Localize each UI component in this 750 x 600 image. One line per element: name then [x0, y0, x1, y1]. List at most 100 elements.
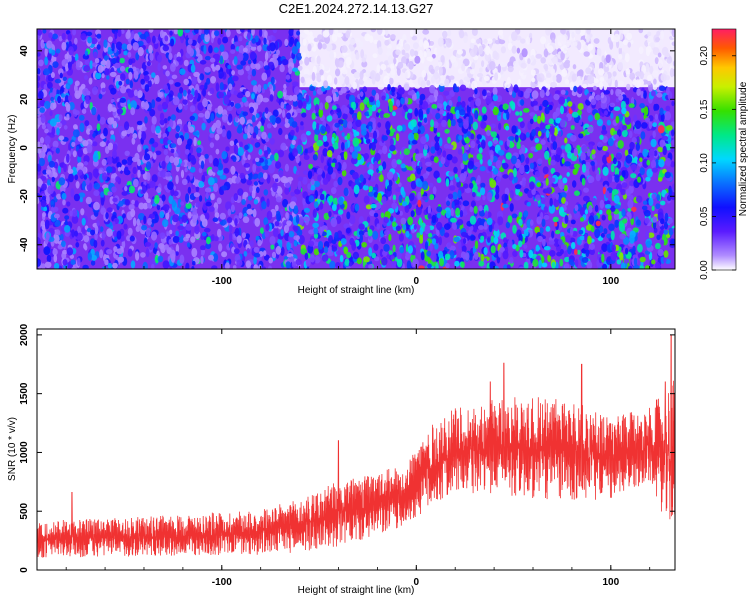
heatmap-cell: [646, 159, 651, 166]
heatmap-cell: [217, 228, 222, 238]
heatmap-cell: [205, 201, 212, 207]
heatmap-cell: [561, 197, 566, 204]
heatmap-cell: [469, 224, 474, 232]
heatmap-cell: [586, 260, 593, 269]
heatmap-cell: [117, 166, 122, 172]
heatmap-cell: [555, 107, 561, 116]
heatmap-cell: [87, 36, 92, 44]
heatmap-cell: [602, 145, 608, 152]
heatmap-cell: [507, 239, 513, 248]
heatmap-cell: [314, 180, 320, 188]
heatmap-cell: [470, 133, 475, 140]
heatmap-cell: [320, 153, 324, 164]
heatmap-cell: [233, 144, 239, 155]
heatmap-cell: [232, 156, 237, 162]
heatmap-cell: [159, 119, 165, 126]
heatmap-cell: [357, 111, 362, 121]
heatmap-cell: [488, 223, 493, 233]
heatmap-cell: [256, 97, 261, 106]
heatmap-cell: [290, 191, 296, 197]
heatmap-cell: [277, 90, 284, 99]
heatmap-cell: [640, 90, 644, 99]
heatmap-cell: [381, 196, 387, 205]
heatmap-cell: [625, 188, 632, 197]
heatmap-cell: [599, 209, 603, 215]
heatmap-cell: [282, 91, 287, 98]
heatmap-cell: [212, 253, 219, 262]
heatmap-cell: [311, 112, 316, 120]
heatmap-cell: [500, 46, 506, 54]
heatmap-cell: [399, 210, 403, 216]
heatmap-cell: [671, 29, 675, 38]
heatmap-cell: [619, 233, 626, 240]
heatmap-cell: [488, 165, 493, 172]
heatmap-cell: [230, 204, 235, 213]
heatmap-cell: [589, 243, 595, 250]
heatmap-cell: [543, 206, 549, 213]
heatmap-cell: [572, 230, 578, 237]
heatmap-cell: [314, 255, 321, 264]
heatmap-cell: [334, 232, 339, 239]
heatmap-cell: [359, 102, 365, 111]
heatmap-cell: [184, 148, 190, 155]
heatmap-cell: [204, 66, 211, 73]
heatmap-cell: [272, 36, 276, 41]
heatmap-cell: [384, 229, 390, 236]
heatmap-cell: [457, 96, 461, 102]
heatmap-cell: [238, 45, 245, 55]
heatmap-cell: [200, 245, 206, 251]
heatmap-cell: [518, 218, 523, 226]
heatmap-cell: [37, 75, 41, 82]
heatmap-cell: [289, 36, 295, 45]
heatmap-cell: [324, 102, 329, 110]
heatmap-cell: [309, 185, 316, 191]
heatmap-cell: [269, 154, 275, 162]
heatmap-cell: [392, 111, 396, 117]
heatmap-cell: [477, 175, 481, 184]
heatmap-cell: [639, 71, 644, 80]
heatmap-cell: [338, 125, 343, 131]
heatmap-cell: [639, 61, 643, 67]
heatmap-cell: [313, 227, 319, 235]
heatmap-cell: [74, 53, 79, 62]
heatmap-cell: [431, 104, 438, 109]
heatmap-cell: [456, 181, 462, 188]
heatmap-cell: [278, 127, 283, 136]
heatmap-cell: [543, 63, 548, 70]
heatmap-cell: [253, 246, 260, 253]
heatmap-cell: [660, 218, 665, 225]
heatmap-cell: [100, 197, 105, 206]
heatmap-cell: [504, 194, 509, 202]
heatmap-cell: [372, 120, 377, 131]
heatmap-cell: [427, 213, 432, 220]
heatmap-cell: [518, 240, 523, 248]
heatmap-cell: [531, 188, 536, 196]
heatmap-cell: [392, 150, 397, 155]
heatmap-cell: [400, 124, 407, 132]
heatmap-cell: [552, 141, 558, 151]
heatmap-cell: [430, 146, 436, 154]
heatmap-cell: [540, 57, 546, 64]
heatmap-cell: [463, 76, 470, 82]
heatmap-cell: [552, 216, 559, 223]
heatmap-cell: [564, 137, 568, 144]
heatmap-cell: [77, 155, 82, 164]
heatmap-cell: [536, 115, 542, 124]
heatmap-cell: [152, 152, 157, 160]
heatmap-cell: [555, 193, 560, 201]
heatmap-cell: [333, 180, 339, 188]
heatmap-cell: [657, 146, 664, 153]
heatmap-cell: [41, 224, 46, 231]
heatmap-cell: [121, 130, 127, 137]
heatmap-cell: [551, 230, 555, 239]
heatmap-cell: [61, 32, 66, 41]
heatmap-cell: [285, 181, 291, 189]
heatmap-cell: [190, 64, 196, 73]
heatmap-cell: [286, 220, 292, 226]
heatmap-cell: [439, 80, 446, 87]
heatmap-cell: [312, 208, 317, 218]
heatmap-cell: [379, 110, 385, 119]
heatmap-cell: [625, 68, 631, 75]
heatmap-cell: [651, 205, 655, 212]
heatmap-cell: [316, 167, 323, 176]
